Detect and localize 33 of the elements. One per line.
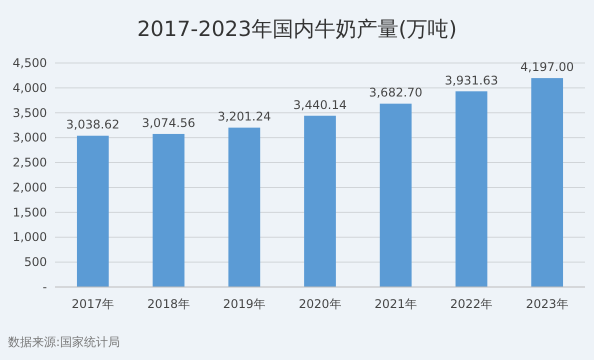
data-label: 3,931.63	[444, 73, 498, 88]
x-tick-label: 2019年	[223, 297, 266, 311]
y-tick-label: 2,500	[12, 156, 47, 170]
bar	[380, 104, 412, 287]
y-tick-label: -	[42, 280, 47, 294]
source-note: 数据来源:国家统计局	[8, 335, 120, 349]
bar	[228, 128, 260, 287]
x-tick-label: 2017年	[72, 297, 114, 311]
x-tick-label: 2020年	[298, 297, 342, 311]
data-label: 3,682.70	[368, 86, 422, 100]
data-label: 4,197.00	[520, 60, 574, 74]
x-tick-label: 2018年	[147, 297, 190, 311]
bar	[304, 116, 336, 287]
bar	[531, 78, 564, 287]
y-tick-label: 4,000	[12, 80, 47, 95]
y-tick-label: 3,500	[12, 106, 47, 120]
data-label: 3,440.14	[293, 98, 347, 112]
data-label: 3,074.56	[142, 116, 196, 130]
x-tick-label: 2023年	[526, 297, 568, 311]
y-tick-label: 2,000	[12, 180, 47, 194]
y-tick-label: 3,000	[12, 130, 47, 145]
data-label: 3,038.62	[66, 118, 120, 132]
chart-title: 2017-2023年国内牛奶产量(万吨)	[137, 17, 457, 41]
data-label: 3,201.24	[218, 110, 272, 124]
y-tick-label: 1,500	[12, 205, 47, 220]
bar	[456, 91, 488, 287]
y-tick-label: 4,500	[12, 56, 47, 70]
bar	[76, 136, 109, 287]
x-tick-label: 2021年	[374, 297, 417, 311]
y-tick-label: 1,000	[12, 230, 47, 244]
bar	[152, 134, 184, 287]
x-tick-label: 2022年	[450, 297, 493, 311]
y-tick-label: 500	[24, 255, 47, 270]
